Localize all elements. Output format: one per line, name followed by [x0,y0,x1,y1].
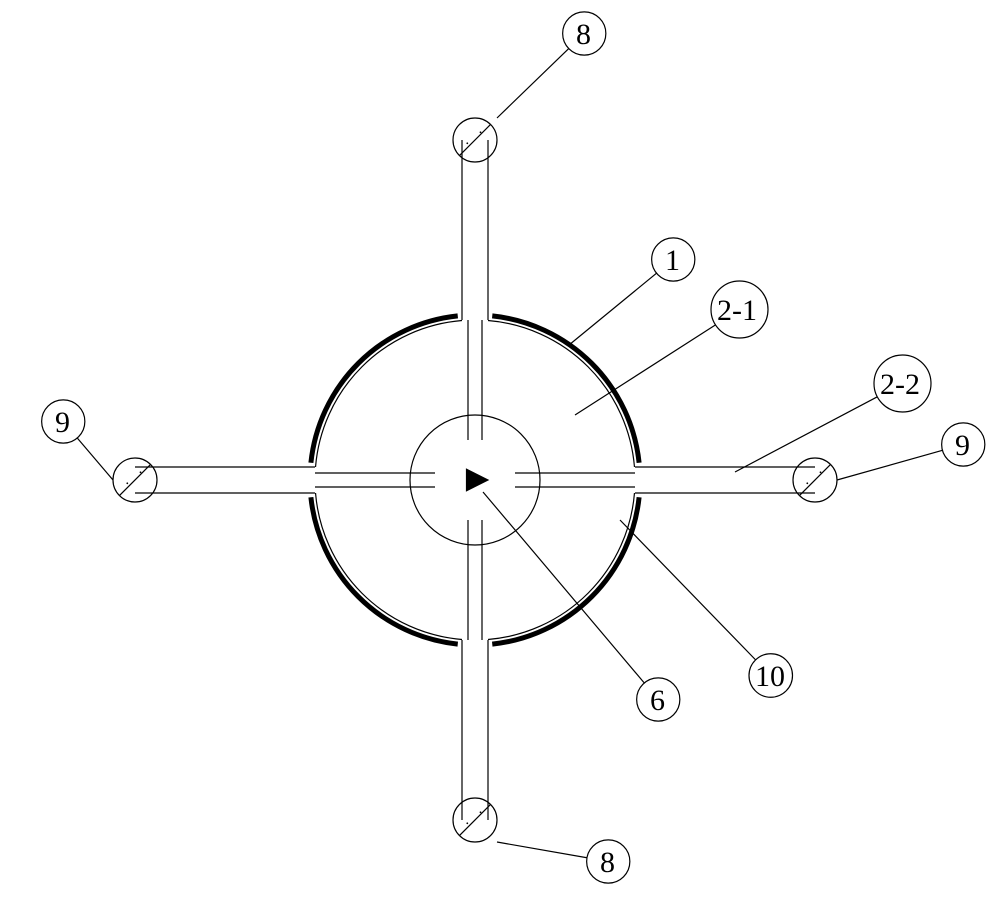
heavy-arc [311,316,458,463]
beam-end-dot [480,131,482,133]
outer-ring-arc [488,493,634,639]
label-text: 8 [576,18,591,51]
label-text: 1 [665,244,680,277]
beam-end-hatch [799,464,830,495]
outer-ring-arc [488,321,634,467]
leader-line [497,842,587,858]
heavy-arc [492,497,639,644]
heavy-arc [311,497,458,644]
outer-ring-arc [316,321,462,467]
leader-line [735,397,877,472]
beam-end-dot [806,482,808,484]
label-text: 6 [650,684,665,717]
leader-line [77,438,113,480]
label-text: 8 [600,846,615,879]
beam-end-dot [126,482,128,484]
label-text: 2-1 [717,294,757,327]
heavy-arc [492,316,639,463]
leader-line [497,49,569,118]
leader-line [620,520,756,660]
beam-end-dot [466,822,468,824]
beam-end-dot [820,471,822,473]
label-text: 2-2 [880,368,920,401]
outer-ring-arc [316,493,462,639]
beam-end-dot [466,142,468,144]
label-text: 9 [955,429,970,462]
leader-line [837,450,942,480]
label-text: 10 [755,660,785,693]
label-text: 9 [55,406,70,439]
beam-end-dot [480,811,482,813]
leader-line [569,273,657,345]
beam-end-hatch [459,804,490,835]
beam-end-hatch [459,124,490,155]
beam-end-dot [140,471,142,473]
beam-end-hatch [119,464,150,495]
schematic-diagram: 8 1 2-1 2-2 9 6 10 9 8 [0,0,999,919]
center-marker-triangle [466,468,489,491]
